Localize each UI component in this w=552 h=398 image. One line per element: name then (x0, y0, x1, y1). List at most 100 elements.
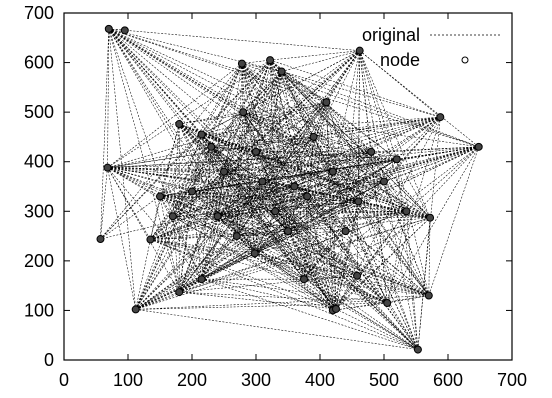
graph-edge (243, 111, 431, 218)
graph-edge (275, 196, 308, 212)
graph-edge (332, 171, 430, 296)
graph-edge (386, 146, 479, 304)
graph-edge (108, 28, 212, 148)
graph-node (96, 235, 105, 244)
graph-edge (210, 71, 282, 148)
graph-edge (100, 59, 271, 240)
graph-edge (159, 71, 282, 197)
graph-node (250, 249, 259, 258)
graph-edge (172, 215, 388, 304)
graph-edge (275, 181, 385, 212)
graph-edge (236, 235, 419, 350)
graph-edge (306, 136, 314, 197)
graph-edge (335, 201, 359, 309)
graph-edge (159, 59, 271, 197)
graph-edge (201, 134, 238, 237)
graph-node (332, 304, 340, 313)
graph-edge (201, 230, 289, 280)
graph-edge (326, 102, 419, 350)
graph-node (355, 46, 364, 55)
graph-edge (172, 216, 180, 293)
graph-node (213, 212, 222, 221)
graph-edge (135, 158, 397, 310)
graph-edge (254, 253, 429, 296)
graph-edge (107, 146, 479, 168)
y-tick-label: 0 (44, 350, 54, 370)
graph-edge (172, 215, 429, 296)
graph-edge (135, 71, 282, 310)
graph-edge (217, 63, 243, 217)
graph-edge (326, 102, 337, 309)
graph-edge (242, 111, 419, 350)
graph-edge (326, 102, 385, 182)
graph-edge (303, 102, 327, 280)
graph-edge (210, 146, 225, 172)
graph-edge (201, 134, 407, 212)
graph-edge (100, 50, 360, 240)
graph-edge (275, 151, 372, 212)
graph-node (402, 207, 411, 216)
graph-edge (223, 171, 419, 350)
graph-edge (303, 201, 359, 280)
graph-node (424, 291, 433, 300)
graph-edge (150, 230, 289, 240)
graph-edge (150, 136, 314, 240)
graph-edge (191, 191, 202, 280)
graph-edge (107, 167, 136, 310)
graph-edge (254, 211, 276, 254)
graph-edge (275, 211, 429, 296)
graph-edge (326, 102, 346, 232)
graph-edge (107, 167, 193, 192)
graph-edge (201, 134, 257, 153)
graph-edge (262, 181, 308, 197)
graph-edge (287, 116, 441, 232)
graph-edge (236, 235, 337, 310)
graph-edge (386, 302, 419, 350)
graph-edge (383, 181, 407, 212)
graph-edge (242, 112, 334, 311)
x-tick-label: 300 (241, 370, 271, 390)
x-tick-label: 500 (369, 370, 399, 390)
graph-edge (150, 71, 282, 240)
graph-edge (262, 181, 419, 350)
graph-node (383, 298, 392, 307)
graph-edge (191, 191, 419, 350)
graph-edge (255, 151, 289, 232)
graph-node (120, 26, 129, 35)
graph-edge (201, 63, 243, 135)
graph-edge (359, 50, 431, 218)
graph-node (328, 167, 337, 176)
graph-edge (223, 171, 334, 311)
graph-edge (313, 136, 397, 160)
graph-edge (281, 71, 308, 197)
graph-edge (100, 63, 243, 240)
graph-edge (150, 123, 180, 240)
graph-node (300, 275, 308, 284)
y-tick-label: 100 (24, 300, 54, 320)
graph-edge (108, 28, 244, 113)
graph-edge (335, 211, 407, 310)
graph-edge (287, 230, 429, 296)
graph-edge (172, 134, 202, 217)
graph-edge (135, 171, 225, 310)
graph-edge (201, 171, 225, 280)
graph-edge (303, 278, 388, 304)
graph-edge (211, 146, 257, 153)
graph-edge (191, 191, 431, 219)
graph-edge (428, 146, 479, 296)
graph-node (354, 197, 363, 206)
graph-edge (100, 28, 110, 240)
graph-edge (335, 308, 419, 350)
graph-edge (179, 211, 407, 293)
graph-edge (172, 146, 212, 217)
graph-edge (172, 191, 193, 217)
graph-edge (178, 112, 244, 293)
graph-node (168, 212, 177, 221)
graph-edge (223, 151, 372, 172)
graph-edge (150, 211, 276, 240)
graph-edge (236, 235, 388, 304)
graph-edge (107, 167, 359, 202)
graph-edge (108, 28, 218, 217)
graph-edge (269, 60, 337, 310)
graph-edge (178, 123, 255, 254)
